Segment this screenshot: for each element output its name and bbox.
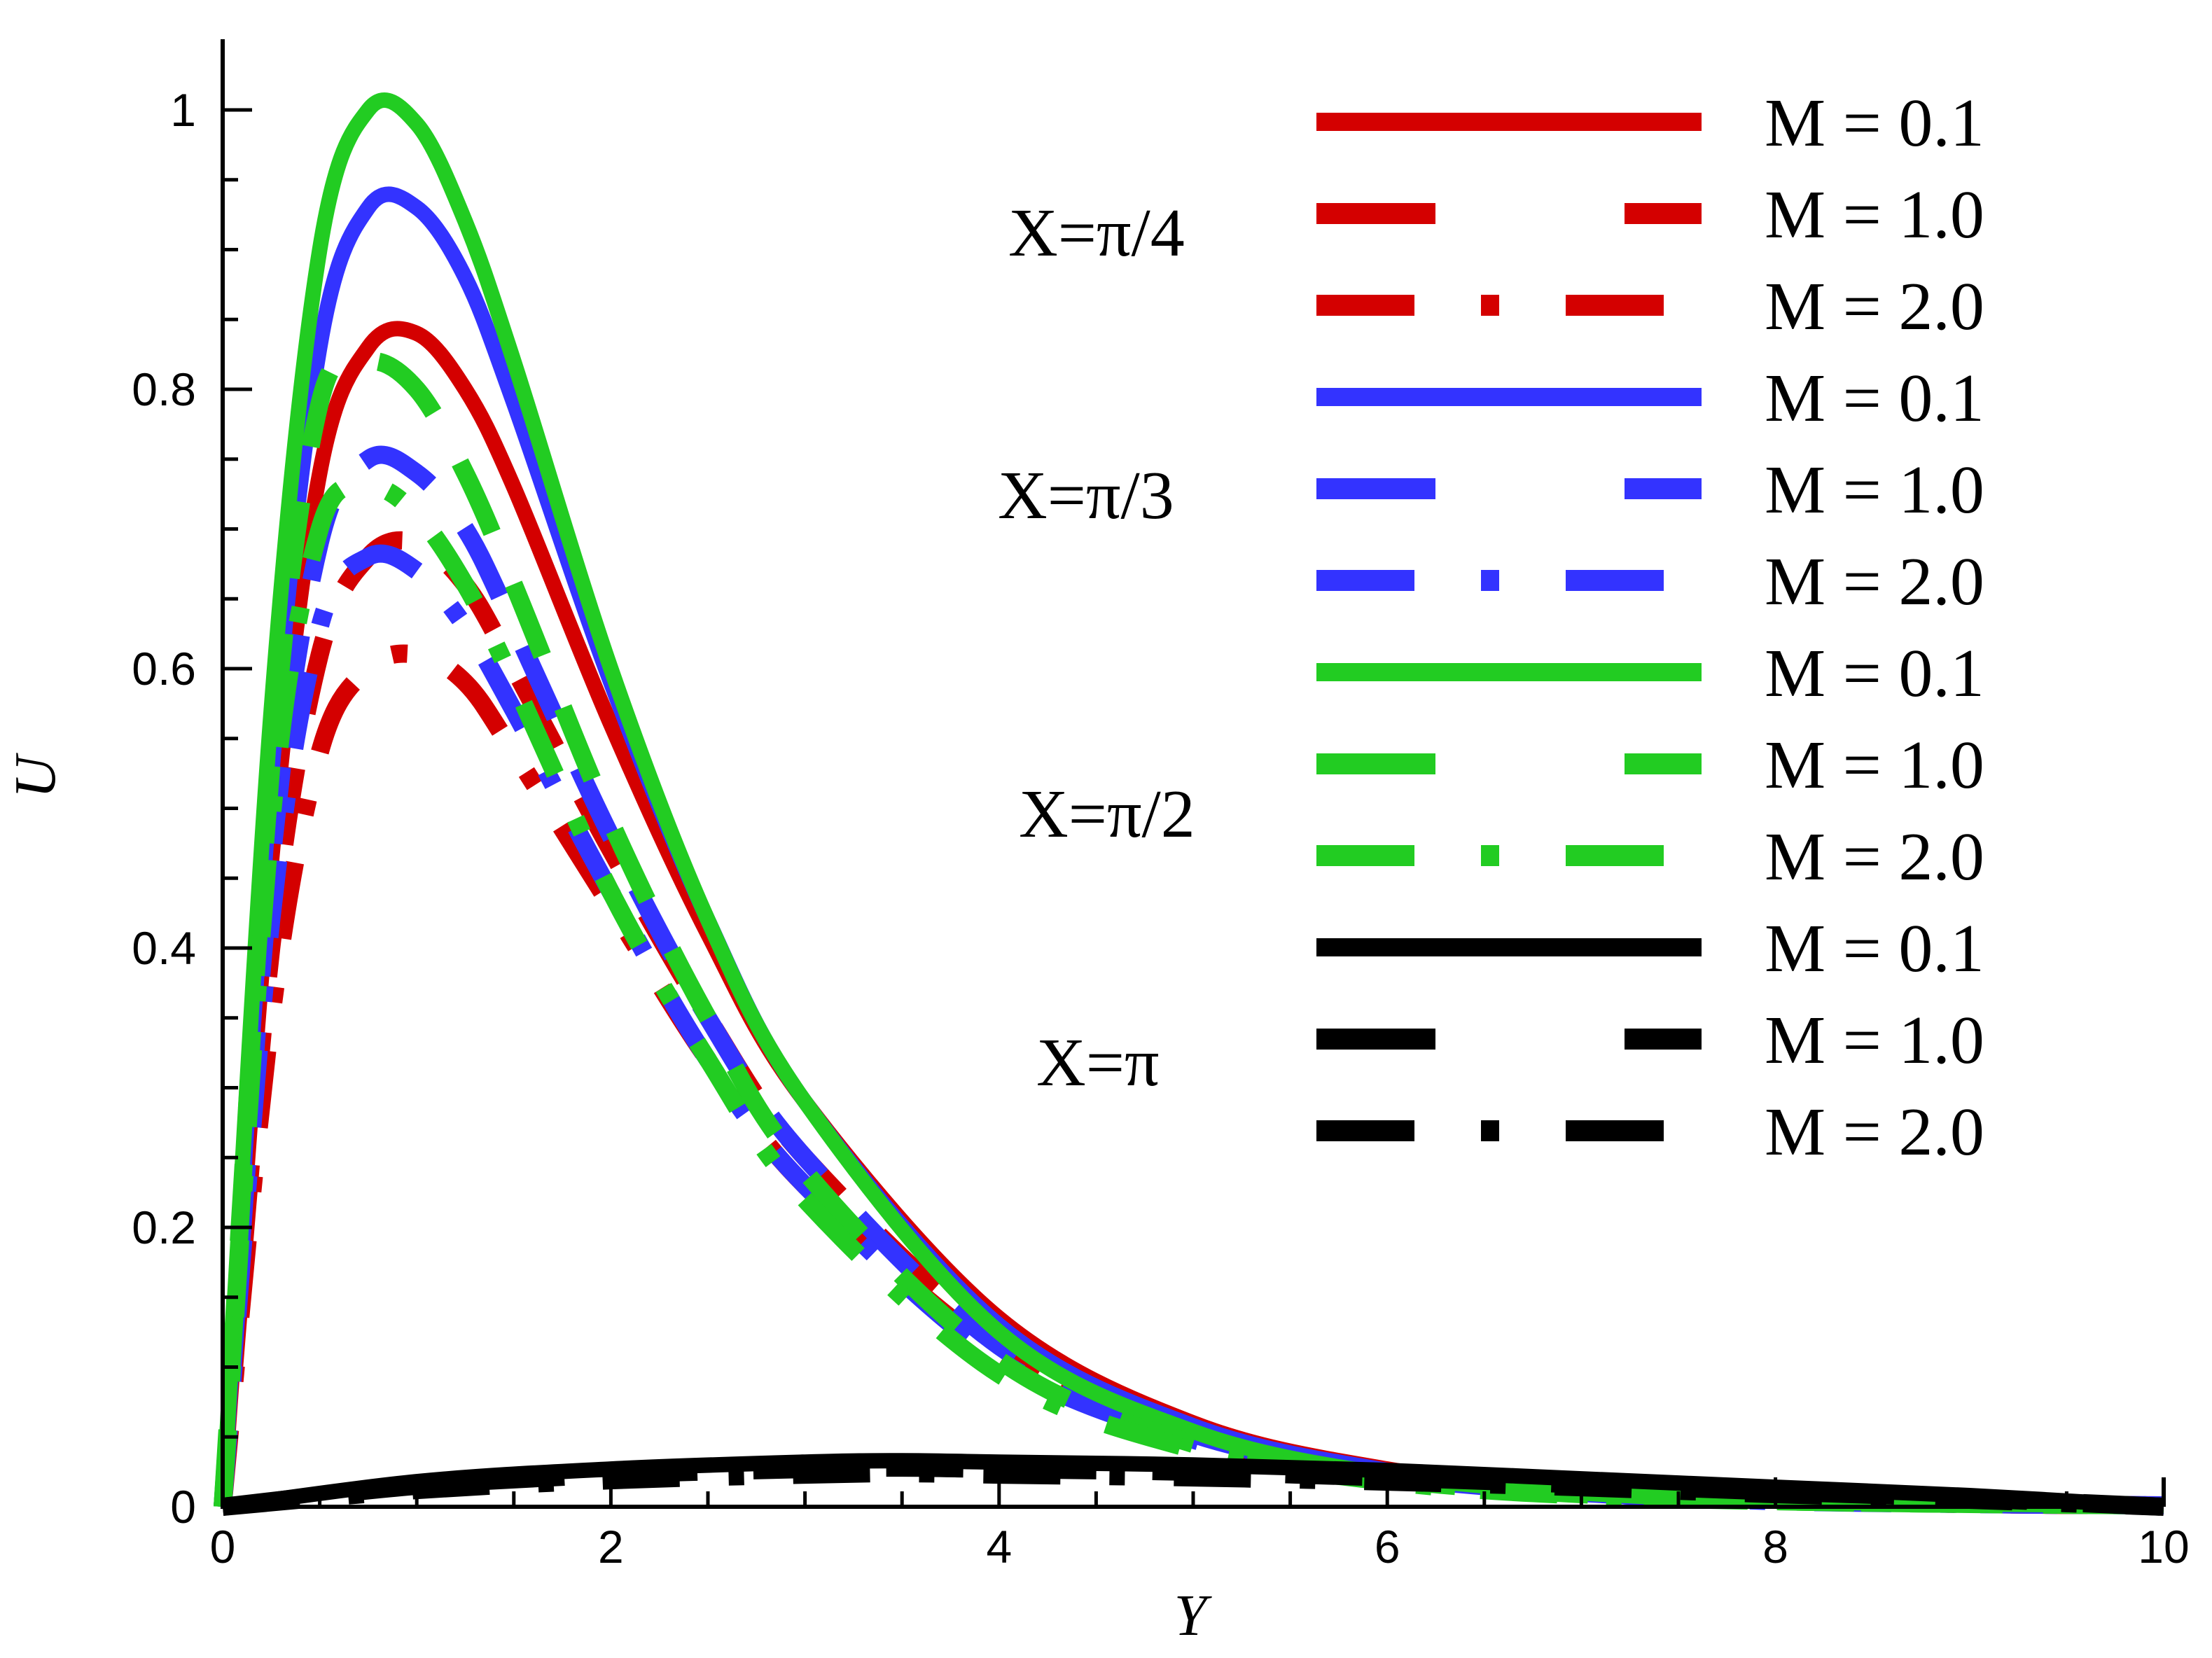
- legend-label: M = 2.0: [1765, 544, 1984, 620]
- x-tick-label: 8: [1762, 1521, 1788, 1573]
- y-tick-label: 1: [170, 84, 196, 136]
- legend-label: M = 0.1: [1765, 85, 1984, 161]
- legend-label: M = 1.0: [1765, 1003, 1984, 1078]
- legend-label: M = 1.0: [1765, 177, 1984, 253]
- x-tick-label: 6: [1375, 1521, 1400, 1573]
- legend-group-label: X=π/2: [1019, 776, 1195, 852]
- y-tick-label: 0.4: [132, 922, 196, 974]
- plot-curves: [214, 92, 2164, 1516]
- y-tick-label: 0: [170, 1481, 196, 1533]
- series-line-X2-dashed: [214, 348, 2164, 1514]
- x-tick-label: 2: [598, 1521, 624, 1573]
- axis-ticks: 0 2 4 6 8 10 0 0.2 0.4 0.6 0.8 1: [132, 84, 2189, 1573]
- legend-group-label: X=π/4: [1008, 195, 1185, 271]
- y-tick-label: 0.8: [132, 363, 196, 415]
- legend-group-label: X=π/3: [998, 458, 1174, 534]
- legend-label: M = 0.1: [1765, 361, 1984, 436]
- legend-label: M = 0.1: [1765, 636, 1984, 711]
- legend-label: M = 2.0: [1765, 269, 1984, 344]
- legend-label: M = 0.1: [1765, 911, 1984, 987]
- x-tick-label: 0: [210, 1521, 236, 1573]
- y-axis-title: U: [3, 752, 68, 798]
- series-line-X2-dashdot: [214, 477, 2164, 1514]
- legend: M = 0.1 M = 1.0 M = 2.0 M = 0.1 M = 1.0 M = 2…: [998, 85, 1984, 1170]
- legend-label: M = 2.0: [1765, 1094, 1984, 1170]
- x-axis-title: Y: [1174, 1583, 1213, 1648]
- series-line-X-dashdot: [221, 1464, 2164, 1516]
- x-tick-label: 10: [2138, 1521, 2189, 1573]
- y-tick-label: 0.2: [132, 1201, 196, 1253]
- x-tick-label: 4: [986, 1521, 1012, 1573]
- y-tick-label: 0.6: [132, 643, 196, 695]
- legend-label: M = 1.0: [1765, 727, 1984, 803]
- legend-label: M = 2.0: [1765, 819, 1984, 895]
- legend-label: M = 1.0: [1765, 452, 1984, 528]
- legend-group-label: X=π: [1036, 1025, 1160, 1101]
